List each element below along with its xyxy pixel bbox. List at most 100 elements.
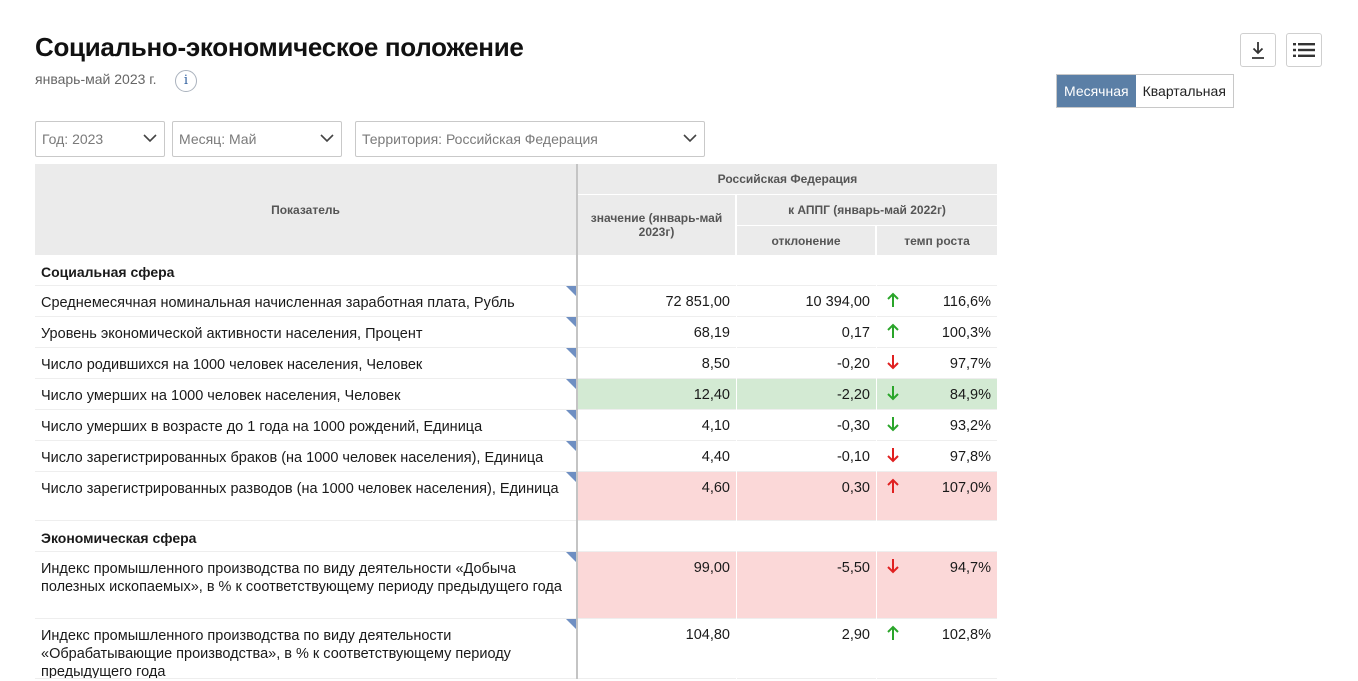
indicator-value: 8,50 — [701, 356, 730, 372]
download-icon — [1252, 42, 1264, 59]
indicator-growth-rate: 102,8% — [941, 627, 991, 643]
indicator-name: Индекс промышленного производства по вид… — [41, 628, 511, 680]
comment-marker-icon[interactable] — [566, 619, 576, 629]
header-value: значение (январь-май 2023г) — [578, 195, 735, 255]
comment-marker-icon[interactable] — [566, 441, 576, 451]
indicator-name: Число родившихся на 1000 человек населен… — [41, 357, 423, 373]
indicator-name: Число зарегистрированных разводов (на 10… — [41, 481, 559, 497]
comment-marker-icon[interactable] — [566, 410, 576, 420]
indicator-value: 72 851,00 — [665, 294, 730, 310]
indicator-name: Число умерших на 1000 человек населения,… — [41, 388, 401, 404]
row-divider — [35, 440, 997, 441]
indicator-name: Число зарегистрированных браков (на 1000… — [41, 450, 544, 466]
indicator-deviation: -5,50 — [736, 552, 876, 619]
chevron-down-icon — [683, 134, 697, 143]
header-indicator: Показатель — [35, 164, 576, 255]
indicator-growth-rate: 93,2% — [949, 418, 991, 434]
indicator-deviation: -0,20 — [836, 356, 870, 372]
territory-select[interactable]: Территория: Российская Федерация — [355, 121, 705, 157]
row-divider — [35, 618, 997, 619]
arrow-down-icon — [876, 348, 912, 379]
header-region: Российская Федерация — [578, 164, 997, 194]
table-row[interactable]: Индекс промышленного производства по вид… — [35, 552, 997, 619]
table-row[interactable]: Число умерших на 1000 человек населения,… — [35, 379, 997, 410]
row-divider — [35, 347, 997, 348]
row-divider — [35, 471, 997, 472]
info-button[interactable]: i — [175, 70, 197, 92]
indicator-deviation: -0,10 — [836, 449, 870, 465]
year-select-value: Год: 2023 — [42, 131, 104, 147]
header-appg: к АППГ (январь-май 2022г) — [737, 195, 997, 225]
indicator-name: Уровень экономической активности населен… — [41, 326, 423, 342]
indicator-value: 4,10 — [701, 418, 730, 434]
indicator-growth-rate: 84,9% — [912, 379, 997, 410]
arrow-down-icon — [876, 379, 912, 410]
list-icon — [1293, 43, 1315, 57]
indicator-value: 99,00 — [576, 552, 736, 619]
list-view-button[interactable] — [1286, 33, 1322, 67]
table-row[interactable]: Число зарегистрированных браков (на 1000… — [35, 441, 997, 472]
indicator-value: 4,60 — [576, 472, 736, 521]
indicator-deviation: 2,90 — [841, 627, 870, 643]
download-button[interactable] — [1240, 33, 1276, 67]
indicator-name: Среднемесячная номинальная начисленная з… — [41, 295, 515, 311]
chevron-down-icon — [143, 134, 157, 143]
header-deviation: отклонение — [737, 226, 875, 255]
row-divider — [35, 378, 997, 379]
table-row[interactable]: Индекс промышленного производства по вид… — [35, 619, 997, 680]
header-growth-rate: темп роста — [877, 226, 997, 255]
table-row[interactable]: Число умерших в возрасте до 1 года на 10… — [35, 410, 997, 441]
section-row[interactable]: Экономическая сфера — [35, 521, 997, 552]
arrow-down-icon — [876, 441, 912, 472]
table-row[interactable]: Уровень экономической активности населен… — [35, 317, 997, 348]
section-title: Социальная сфера — [41, 264, 175, 280]
month-select-value: Месяц: Май — [179, 131, 257, 147]
table-row[interactable]: Число родившихся на 1000 человек населен… — [35, 348, 997, 379]
arrow-up-icon — [876, 472, 912, 521]
indicator-value: 104,80 — [685, 627, 730, 643]
indicator-deviation: 0,30 — [736, 472, 876, 521]
section-row[interactable]: Социальная сфера — [35, 255, 997, 286]
comment-marker-icon[interactable] — [566, 317, 576, 327]
indicator-name: Число умерших в возрасте до 1 года на 10… — [41, 419, 483, 435]
indicator-growth-rate: 94,7% — [912, 552, 997, 619]
comment-marker-icon[interactable] — [566, 348, 576, 358]
indicator-deviation: -0,30 — [836, 418, 870, 434]
indicator-deviation: 10 394,00 — [805, 294, 870, 310]
indicator-deviation: -2,20 — [736, 379, 876, 410]
indicator-growth-rate: 97,7% — [949, 356, 991, 372]
indicator-name: Индекс промышленного производства по вид… — [41, 561, 562, 595]
chevron-down-icon — [320, 134, 334, 143]
comment-marker-icon[interactable] — [566, 472, 576, 482]
row-divider — [35, 551, 997, 552]
arrow-down-icon — [876, 552, 912, 619]
arrow-up-icon — [876, 619, 912, 679]
year-select[interactable]: Год: 2023 — [35, 121, 165, 157]
table-row[interactable]: Число зарегистрированных разводов (на 10… — [35, 472, 997, 521]
territory-select-value: Территория: Российская Федерация — [362, 131, 598, 147]
indicator-growth-rate: 107,0% — [912, 472, 997, 521]
indicator-value: 68,19 — [693, 325, 730, 341]
period-monthly-button[interactable]: Месячная — [1057, 75, 1136, 107]
row-divider — [35, 316, 997, 317]
indicator-growth-rate: 97,8% — [949, 449, 991, 465]
indicator-value: 4,40 — [701, 449, 730, 465]
comment-marker-icon[interactable] — [566, 552, 576, 562]
column-divider — [736, 255, 737, 679]
row-divider — [35, 285, 997, 286]
row-divider — [35, 409, 997, 410]
indicator-deviation: 0,17 — [841, 325, 870, 341]
arrow-down-icon — [876, 410, 912, 441]
arrow-up-icon — [876, 286, 912, 317]
month-select[interactable]: Месяц: Май — [172, 121, 342, 157]
table-row[interactable]: Среднемесячная номинальная начисленная з… — [35, 286, 997, 317]
page-subtitle: январь-май 2023 г. — [35, 71, 157, 87]
period-quarterly-button[interactable]: Квартальная — [1135, 75, 1233, 107]
indicator-value: 12,40 — [576, 379, 736, 410]
column-divider — [576, 164, 578, 679]
period-toggle: Месячная Квартальная — [1056, 74, 1234, 108]
comment-marker-icon[interactable] — [566, 379, 576, 389]
arrow-up-icon — [876, 317, 912, 348]
comment-marker-icon[interactable] — [566, 286, 576, 296]
column-divider — [876, 255, 877, 679]
